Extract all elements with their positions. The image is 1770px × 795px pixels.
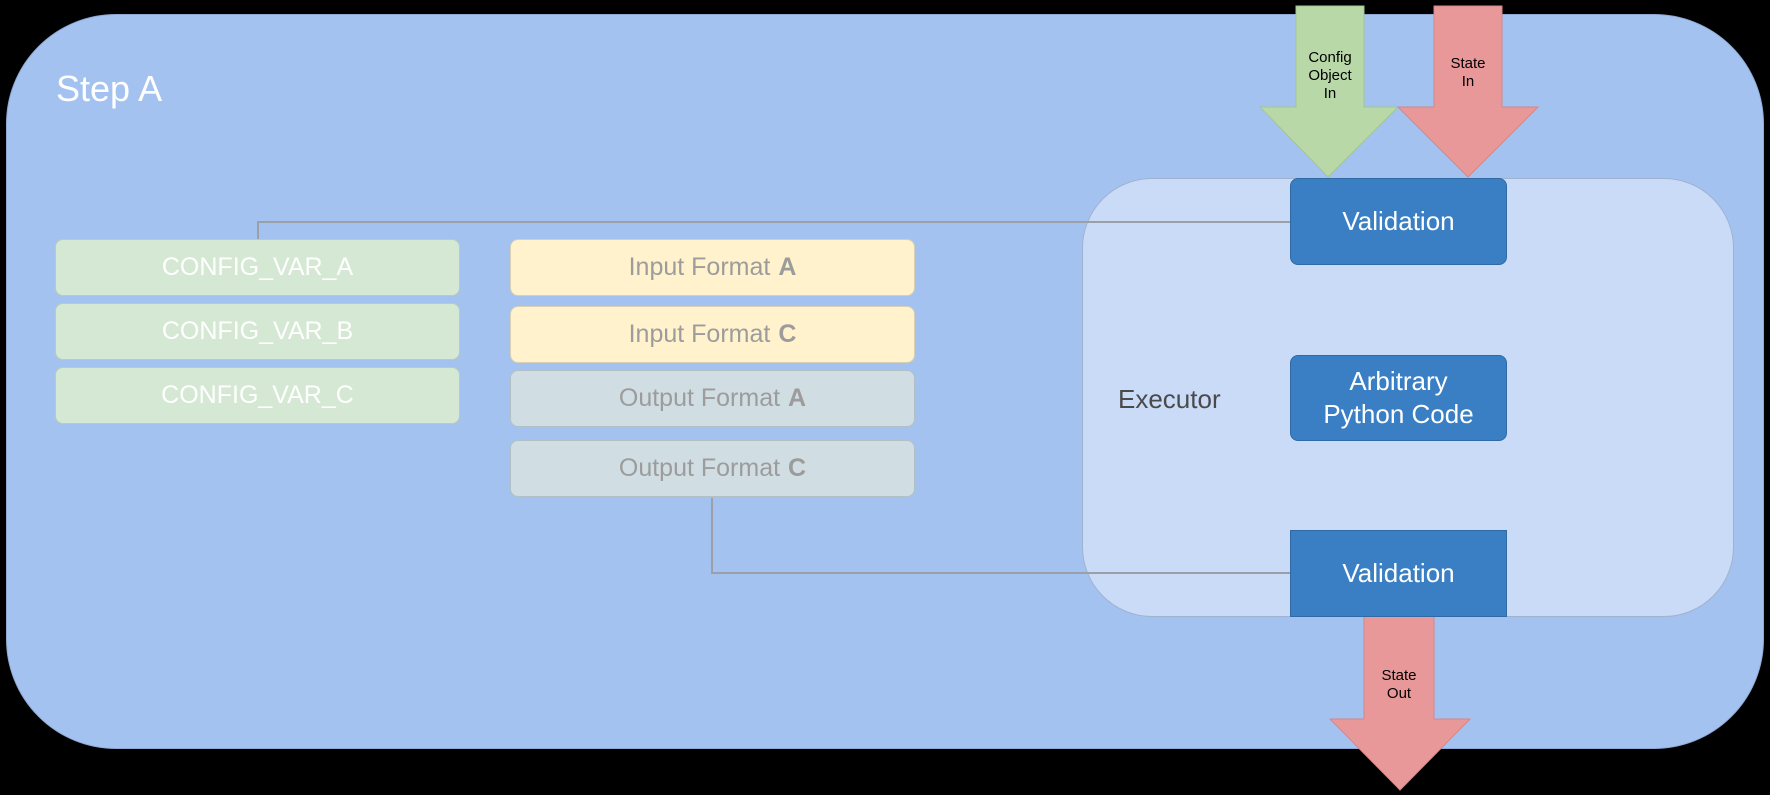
connector-output-to-validation: [711, 498, 1290, 574]
validation-bottom-block: Validation: [1290, 530, 1507, 617]
format-suffix: A: [788, 384, 807, 412]
validation-top-block: Validation: [1290, 178, 1507, 265]
step-title: Step A: [56, 68, 163, 109]
format-prefix: Input Format: [628, 320, 771, 348]
format-suffix: C: [788, 454, 807, 482]
config-var-a: CONFIG_VAR_A: [55, 239, 460, 296]
format-prefix: Input Format: [628, 253, 771, 281]
format-suffix: C: [778, 320, 797, 348]
config-in-label-line-2: Object: [1308, 67, 1352, 84]
state-in-label-line-1: State: [1450, 55, 1486, 72]
state-out-label-line-2: Out: [1386, 685, 1412, 702]
python-code-line-1: Arbitrary: [1349, 366, 1448, 396]
output-format-a: Output Format A: [510, 370, 915, 427]
python-code-block: Arbitrary Python Code: [1290, 355, 1507, 441]
format-prefix: Output Format: [618, 384, 781, 412]
input-format-c: Input Format C: [510, 306, 915, 363]
config-in-arrow-shape: [1258, 5, 1400, 178]
format-suffix: A: [778, 253, 797, 281]
state-out-label-line-1: State: [1381, 667, 1417, 684]
format-prefix: Output Format: [618, 454, 781, 482]
state-in-label-line-2: In: [1461, 73, 1475, 90]
config-var-b: CONFIG_VAR_B: [55, 303, 460, 360]
state-out-arrow-shape: [1328, 614, 1472, 791]
config-var-c: CONFIG_VAR_C: [55, 367, 460, 424]
state-in-arrow-shape: [1396, 5, 1540, 178]
python-code-line-2: Python Code: [1323, 399, 1474, 429]
config-in-label-line-3: In: [1323, 85, 1337, 102]
state-in-label: State In: [1436, 55, 1500, 91]
config-in-label-line-1: Config: [1308, 49, 1352, 66]
config-in-label: Config Object In: [1298, 49, 1362, 103]
input-format-a: Input Format A: [510, 239, 915, 296]
connector-config-to-validation: [257, 221, 1290, 239]
state-out-label: State Out: [1366, 667, 1432, 703]
output-format-c: Output Format C: [510, 440, 915, 497]
executor-label: Executor: [1118, 384, 1221, 414]
